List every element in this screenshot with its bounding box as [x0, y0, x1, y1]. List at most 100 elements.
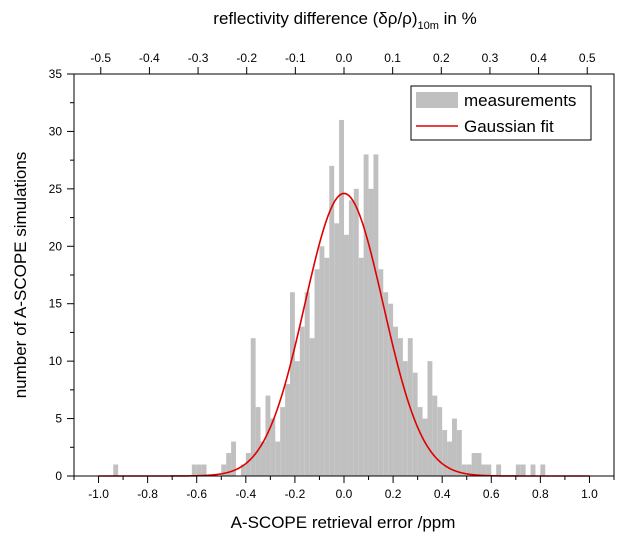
y-tick-label: 10	[49, 354, 63, 368]
top-tick-label: 0.1	[384, 51, 401, 65]
legend-gaussian-fit-label: Gaussian fit	[464, 117, 554, 136]
histogram-bar	[334, 223, 340, 476]
top-tick-label: 0.5	[579, 51, 596, 65]
histogram-bar	[270, 418, 276, 476]
x-tick-label: -0.4	[235, 487, 256, 501]
top-tick-label: 0.0	[336, 51, 353, 65]
top-tick-label: -0.5	[90, 51, 111, 65]
y-tick-label: 5	[55, 412, 62, 426]
x-tick-label: 0.8	[532, 487, 549, 501]
top-axis-ticks: -0.5 -0.4 -0.3 -0.2 -0.1 0.0 0.1 0.2 0.3 0.4 0.5	[90, 51, 596, 74]
top-axis-label-main: reflectivity difference (δρ/ρ)	[213, 9, 417, 28]
histogram-bar	[398, 338, 403, 476]
histogram-bar	[113, 464, 119, 476]
histogram-bar	[427, 361, 433, 476]
y-tick-label: 25	[49, 182, 63, 196]
legend: measurements Gaussian fit	[410, 85, 592, 141]
x-tick-label: 0.6	[483, 487, 500, 501]
histogram-bar	[353, 188, 359, 476]
top-tick-label: 0.2	[433, 51, 450, 65]
histogram-bar	[486, 464, 492, 476]
histogram-bar	[280, 407, 286, 476]
legend-measurements-swatch	[416, 92, 458, 108]
histogram-bar	[373, 154, 379, 476]
histogram-bar	[530, 464, 536, 476]
histogram-bar	[191, 464, 197, 476]
histogram-bar	[437, 407, 443, 476]
histogram-bar	[402, 361, 408, 476]
histogram-bar	[368, 188, 374, 476]
histogram-bar	[412, 372, 418, 476]
top-tick-label: -0.3	[188, 51, 209, 65]
bottom-axis-ticks: -1.0 -0.8 -0.6 -0.4 -0.2 0.0 0.2 0.4 0.6 0.8 1.0	[73, 476, 615, 501]
x-tick-label: 0.4	[434, 487, 451, 501]
histogram-bar	[515, 464, 521, 476]
histogram-bar	[201, 464, 207, 476]
top-tick-label: 0.3	[482, 51, 499, 65]
histogram-bar	[461, 464, 467, 476]
histogram-bar	[471, 453, 477, 476]
x-tick-label: -0.8	[137, 487, 158, 501]
x-tick-label: 1.0	[581, 487, 598, 501]
histogram-bar	[422, 418, 428, 476]
top-axis-label-tail: in %	[439, 9, 477, 28]
x-tick-label: 0.2	[385, 487, 402, 501]
histogram-bar	[324, 257, 330, 476]
top-axis-label: reflectivity difference (δρ/ρ)10m in %	[213, 9, 476, 32]
histogram-bar	[319, 246, 325, 476]
histogram-bar	[383, 292, 389, 476]
histogram-bar	[255, 407, 261, 476]
histogram-bar	[314, 269, 320, 476]
histogram-bar	[363, 154, 369, 476]
histogram-bar	[329, 165, 335, 476]
histogram-bar	[388, 303, 394, 476]
histogram-bar	[196, 464, 202, 476]
legend-measurements-label: measurements	[464, 91, 576, 110]
x-tick-label: 0.0	[336, 487, 353, 501]
histogram-bar	[294, 361, 300, 476]
histogram-bar	[442, 430, 448, 476]
histogram-bar	[496, 464, 502, 476]
histogram-bar	[260, 441, 266, 476]
top-tick-label: -0.2	[236, 51, 257, 65]
y-tick-label: 20	[49, 239, 63, 253]
histogram-bar	[476, 453, 482, 476]
histogram-bar	[231, 441, 236, 476]
y-axis-label: number of A-SCOPE simulations	[11, 152, 30, 399]
top-tick-label: -0.4	[139, 51, 160, 65]
histogram-bars	[113, 119, 546, 477]
left-axis-ticks: 0 5 10 15 20 25 30 35	[49, 67, 74, 483]
y-tick-label: 0	[55, 469, 62, 483]
histogram-bar	[378, 269, 384, 476]
histogram-bar	[275, 441, 281, 476]
top-axis-label-subscript: 10m	[418, 20, 439, 32]
histogram-bar	[481, 464, 487, 476]
histogram-bar	[265, 395, 271, 476]
x-axis-label: A-SCOPE retrieval error /ppm	[231, 513, 456, 532]
histogram-bar	[417, 407, 423, 476]
histogram-bar	[245, 453, 251, 476]
histogram-bar	[520, 464, 526, 476]
x-tick-label: -1.0	[88, 487, 109, 501]
y-tick-label: 15	[49, 297, 63, 311]
histogram-bar	[285, 384, 290, 476]
top-tick-label: 0.4	[530, 51, 547, 65]
histogram-bar	[447, 441, 452, 476]
histogram-bar	[304, 292, 310, 476]
y-tick-label: 35	[49, 67, 63, 81]
histogram-bar	[540, 464, 546, 476]
histogram-bar	[309, 338, 315, 476]
x-tick-label: -0.6	[186, 487, 207, 501]
histogram-bar	[226, 453, 232, 476]
histogram-bar	[299, 326, 305, 476]
histogram-bar	[456, 430, 462, 476]
x-tick-label: -0.2	[285, 487, 306, 501]
y-tick-label: 30	[49, 124, 63, 138]
histogram-bar	[348, 200, 354, 477]
histogram-bar	[393, 326, 398, 476]
histogram-bar	[339, 119, 344, 476]
histogram-bar	[432, 395, 438, 476]
histogram-bar	[344, 234, 349, 476]
histogram-bar	[250, 338, 256, 476]
